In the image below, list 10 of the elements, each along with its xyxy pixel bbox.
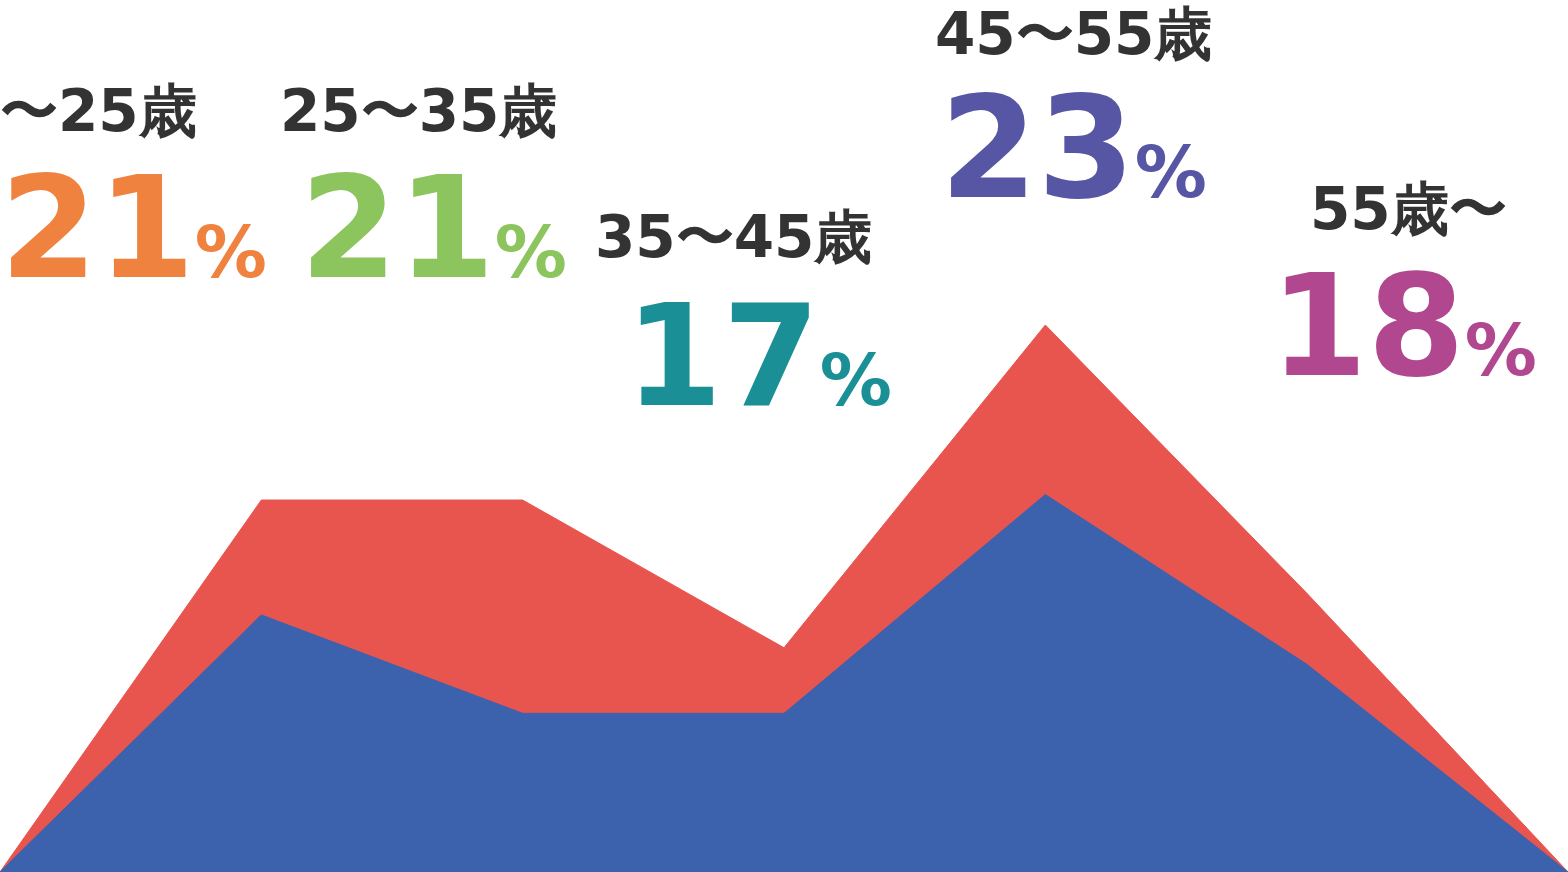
text: 21% [0,147,267,310]
text: 25〜35歳 [280,77,558,145]
text: 〜25歳 [0,77,197,145]
text: 21% [300,147,567,310]
text: 55歳〜 [1310,175,1507,243]
text: 45〜55歳 [935,0,1213,68]
text: 23% [940,67,1207,230]
text: 35〜45歳 [595,203,873,271]
annotation: 18% [1270,245,1537,408]
annotation: 17% [625,275,892,438]
